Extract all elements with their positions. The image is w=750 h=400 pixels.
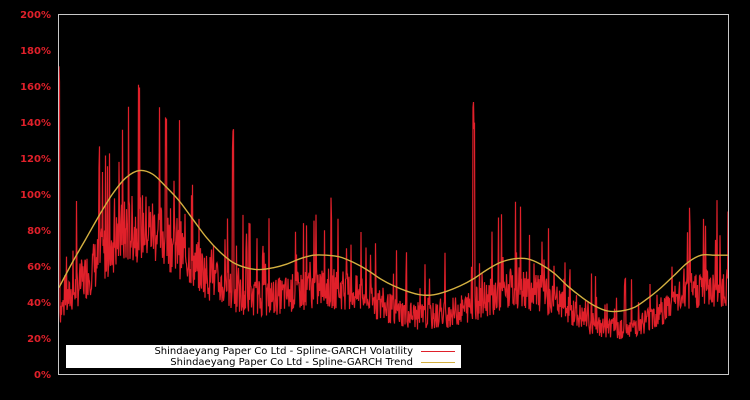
volatility-line [58,66,729,340]
legend: Shindaeyang Paper Co Ltd - Spline-GARCH … [66,345,461,368]
y-tick-label: 40% [27,298,51,309]
legend-item-volatility: Shindaeyang Paper Co Ltd - Spline-GARCH … [154,346,455,357]
y-tick-label: 120% [20,154,51,165]
y-tick-label: 100% [20,190,51,201]
legend-swatch-red [421,351,455,352]
y-tick-label: 180% [20,46,51,57]
plot-area [58,66,729,340]
y-tick-label: 20% [27,334,51,345]
trend-line [58,169,728,313]
y-tick-label: 0% [34,370,51,381]
y-tick-label: 160% [20,82,51,93]
y-axis: 0% 20% 40% 60% 80% 100% 120% 140% 160% 180% 200% [20,10,51,381]
plot-frame [58,14,729,375]
legend-label: Shindaeyang Paper Co Ltd - Spline-GARCH … [170,357,413,368]
y-tick-label: 60% [27,262,51,273]
legend-label: Shindaeyang Paper Co Ltd - Spline-GARCH … [154,346,413,357]
legend-swatch-gold [421,362,455,363]
y-tick-label: 200% [20,10,51,21]
y-tick-label: 140% [20,118,51,129]
y-tick-label: 80% [27,226,51,237]
legend-item-trend: Shindaeyang Paper Co Ltd - Spline-GARCH … [170,357,455,368]
